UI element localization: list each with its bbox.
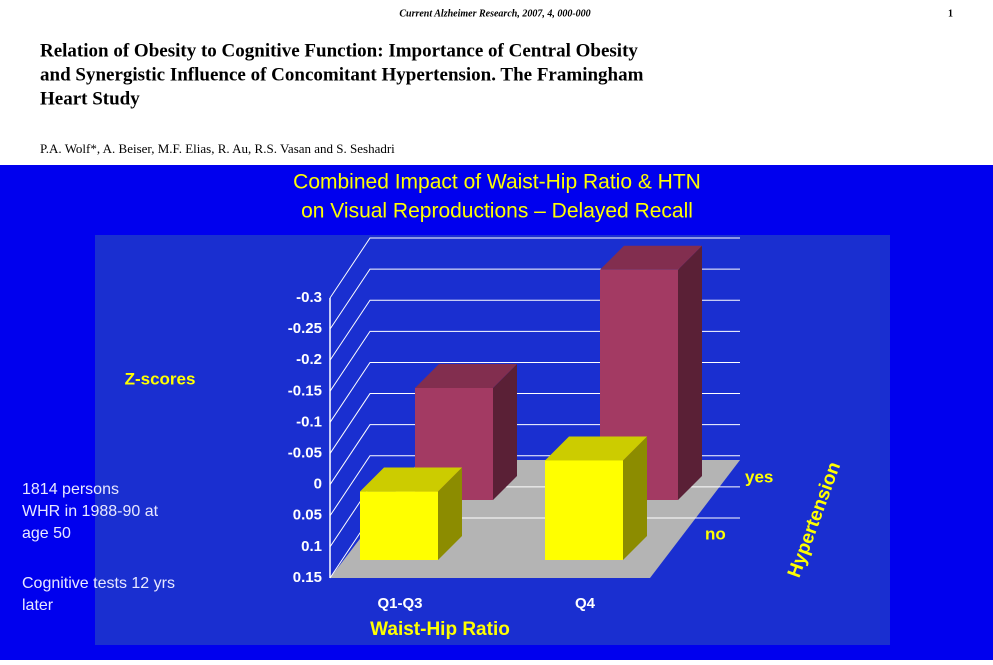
y-tick-label: 0.05 — [293, 507, 322, 524]
bar-side — [623, 436, 647, 560]
y-tick-label: -0.3 — [296, 289, 322, 306]
y-tick-label: 0.15 — [293, 569, 322, 586]
paper-title: Heart Study — [40, 88, 140, 109]
header-bg — [0, 0, 993, 165]
authors: P.A. Wolf*, A. Beiser, M.F. Elias, R. Au… — [40, 141, 395, 156]
grid-line — [329, 237, 740, 299]
note: 1814 persons — [22, 481, 119, 498]
y-tick-label: -0.25 — [288, 320, 322, 337]
y-tick-label: -0.2 — [296, 351, 322, 368]
y-tick-label: 0 — [314, 476, 322, 493]
bar — [360, 491, 438, 560]
bar — [545, 460, 623, 560]
y-tick-label: -0.1 — [296, 413, 322, 430]
bar-side — [493, 364, 517, 500]
bar-side — [678, 245, 702, 500]
legend-label: no — [705, 524, 726, 543]
note: Cognitive tests 12 yrs — [22, 575, 175, 592]
y-tick-label: -0.15 — [288, 382, 322, 399]
y-tick-label: -0.05 — [288, 445, 322, 462]
page-number: 1 — [948, 8, 953, 19]
bar-top — [545, 436, 647, 461]
y-axis-title: Z-scores — [125, 369, 196, 388]
note: WHR in 1988-90 at — [22, 503, 159, 520]
bar-top — [360, 467, 462, 492]
journal: Current Alzheimer Research, 2007, 4, 000… — [399, 8, 590, 19]
bar-top — [415, 364, 517, 388]
chart-title: on Visual Reproductions – Delayed Recall — [301, 200, 693, 223]
x-tick-label: Q4 — [575, 595, 596, 612]
bar-top — [600, 245, 702, 270]
note: age 50 — [22, 525, 71, 542]
bar-side — [438, 467, 462, 560]
y-tick-label: 0.1 — [301, 538, 322, 555]
paper-title: Relation of Obesity to Cognitive Functio… — [40, 40, 638, 61]
legend-label: yes — [745, 467, 773, 486]
note: later — [22, 597, 54, 614]
x-axis-title: Waist-Hip Ratio — [370, 619, 510, 640]
x-tick-label: Q1-Q3 — [377, 595, 422, 612]
chart-title: Combined Impact of Waist-Hip Ratio & HTN — [293, 171, 701, 194]
paper-title: and Synergistic Influence of Concomitant… — [40, 64, 644, 85]
